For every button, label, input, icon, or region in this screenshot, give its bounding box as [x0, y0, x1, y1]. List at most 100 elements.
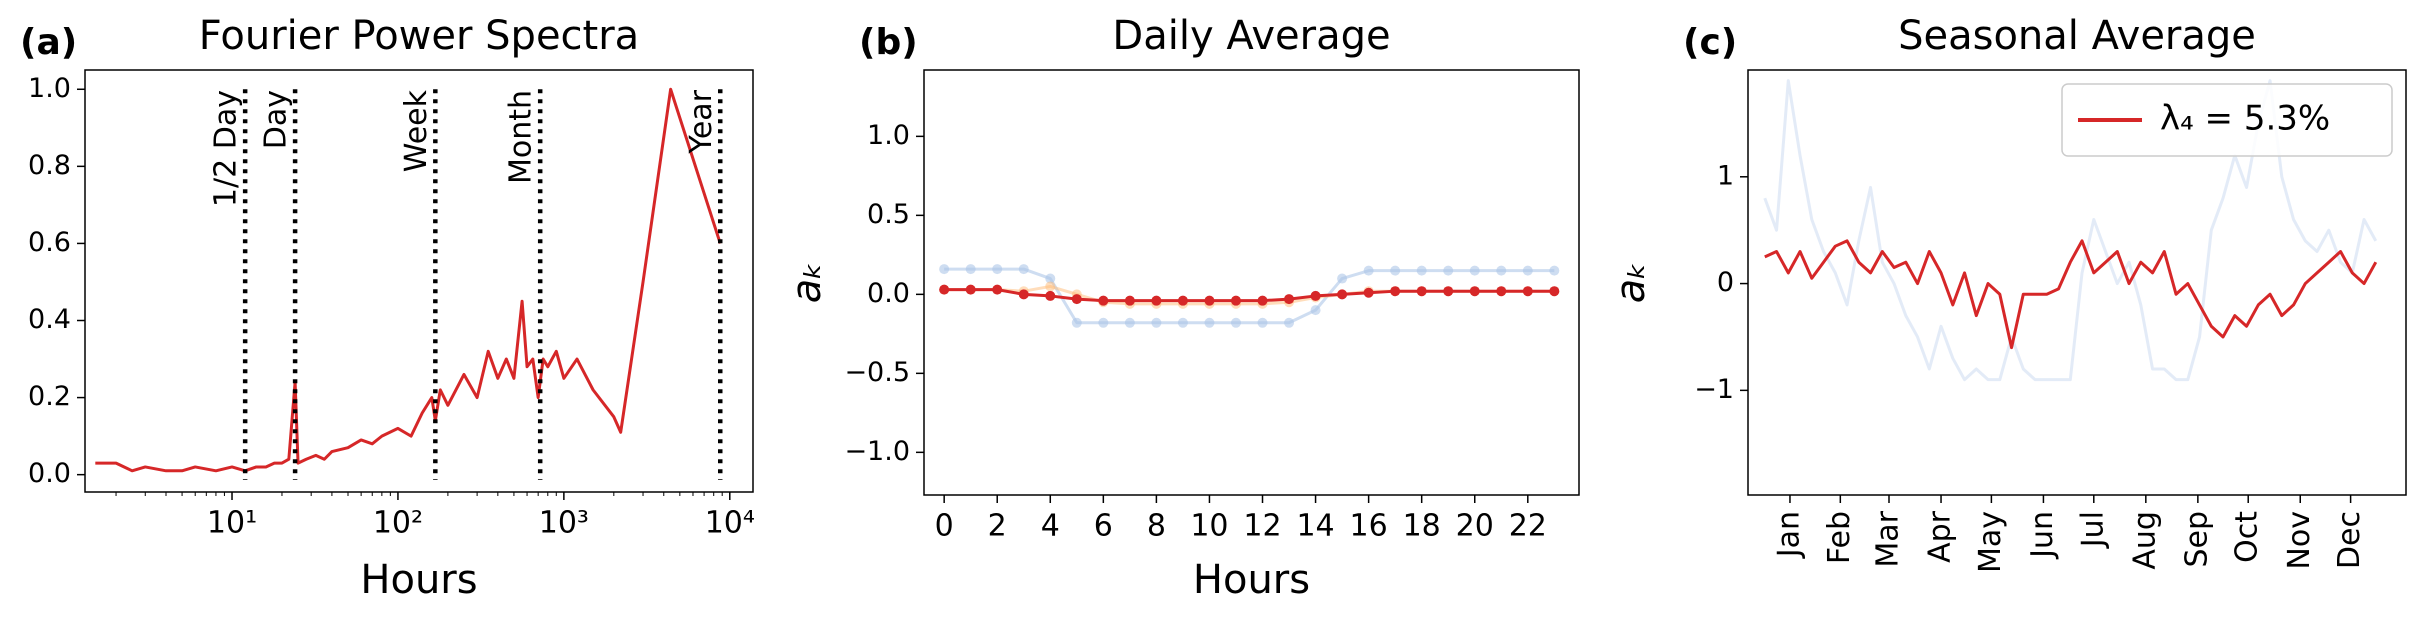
y-tick-label: 0.5 [867, 199, 910, 230]
series-marker [1310, 305, 1321, 316]
x-tick-label: Dec [2332, 511, 2367, 569]
reference-label: Year [684, 89, 719, 154]
y-tick-label: 0 [1717, 267, 1734, 298]
x-tick-label: 4 [1041, 509, 1060, 544]
x-tick-label: Jul [2075, 511, 2110, 549]
series-marker [1204, 295, 1215, 306]
series-marker [1257, 317, 1268, 328]
legend-box [2061, 83, 2393, 157]
x-tick-label: 22 [1509, 509, 1547, 544]
x-tick-label: 10 [1190, 509, 1228, 544]
series-marker [1045, 290, 1056, 301]
x-axis-label: Hours [360, 557, 477, 603]
series-marker [1204, 317, 1215, 328]
axes-frame [84, 69, 754, 493]
series-marker [1443, 265, 1454, 276]
series-line [95, 87, 722, 473]
y-tick-label: 1.0 [867, 120, 910, 151]
y-tick-label: 1 [1717, 160, 1734, 191]
x-tick-label: 10² [373, 506, 423, 541]
x-tick-label: May [1973, 511, 2008, 573]
panel: 0.0 0.2 0.4 0.6 0.8 1.0 10¹ 10² 10³ 10⁴ 1/2 Day Day… [20, 13, 755, 603]
x-tick-label: 10⁴ [705, 506, 755, 541]
y-tick-label: 0.0 [28, 458, 71, 489]
chart-title: Fourier Power Spectra [199, 13, 639, 59]
y-axis-label: aₖ [784, 262, 830, 304]
x-tick-label: 8 [1147, 509, 1166, 544]
series-marker [1098, 295, 1109, 306]
series-marker [992, 264, 1003, 275]
series-marker [1018, 264, 1029, 275]
panel-label: (b) [859, 22, 918, 63]
series-marker [1496, 265, 1507, 276]
series-marker [1549, 265, 1560, 276]
x-tick-label: Sep [2179, 511, 2214, 568]
x-tick-label: 14 [1296, 509, 1334, 544]
series-marker [965, 264, 976, 275]
y-tick-label: 0.8 [28, 150, 71, 181]
series-marker [1071, 317, 1082, 328]
series-marker [1337, 273, 1348, 284]
y-tick-label: −1 [1694, 374, 1734, 405]
series-marker [1549, 286, 1560, 297]
y-axis-label: aₖ [1608, 262, 1654, 304]
series-marker [1151, 295, 1162, 306]
series-line [944, 288, 1555, 303]
x-tick-label: 18 [1403, 509, 1441, 544]
series-marker [1045, 273, 1056, 284]
series-marker [1124, 317, 1135, 328]
series-marker [1363, 287, 1374, 298]
series-marker [1284, 317, 1295, 328]
legend-label: λ₄ = 5.3% [2160, 99, 2330, 139]
series-marker [965, 284, 976, 295]
panel-label: (c) [1683, 22, 1737, 63]
x-tick-label: Mar [1871, 510, 1906, 567]
x-tick-label: Oct [2230, 511, 2265, 563]
series-marker [1018, 289, 1029, 300]
y-tick-label: 0.2 [28, 381, 71, 412]
series-marker [1363, 265, 1374, 276]
series-marker [1151, 317, 1162, 328]
x-axis-label: Hours [1193, 557, 1310, 603]
series-marker [1257, 295, 1268, 306]
x-tick-label: 12 [1243, 509, 1281, 544]
y-tick-label: 1.0 [28, 73, 71, 104]
plot-area [95, 87, 722, 473]
axes-frame [923, 69, 1580, 496]
series-marker [992, 284, 1003, 295]
x-tick-label: Nov [2282, 511, 2317, 570]
x-tick-label: Jan [1771, 511, 1806, 559]
x-tick-label: Apr [1923, 510, 1958, 563]
reference-label: Month [504, 90, 539, 184]
series-marker [1284, 294, 1295, 305]
series-line [1764, 239, 2378, 350]
x-tick-label: Jun [2025, 511, 2060, 560]
x-tick-label: 0 [935, 509, 954, 544]
panel: −1 0 1 Jan Feb Mar Apr May Jun Jul Aug Sep Oct Nov Dec… [1608, 13, 2407, 573]
y-tick-label: 0.0 [867, 278, 910, 309]
x-tick-label: 10³ [539, 506, 589, 541]
series-marker [1496, 286, 1507, 297]
series-marker [1416, 286, 1427, 297]
x-tick-label: 2 [988, 509, 1007, 544]
plot-area [939, 264, 1560, 328]
series-marker [1390, 265, 1401, 276]
x-tick-label: Feb [1822, 511, 1857, 564]
x-tick-label: 16 [1350, 509, 1388, 544]
series-marker [1337, 289, 1348, 300]
series-marker [1230, 295, 1241, 306]
series-marker [939, 284, 950, 295]
series-marker [1098, 317, 1109, 328]
x-tick-label: 10¹ [207, 506, 257, 541]
y-tick-label: 0.6 [28, 227, 71, 258]
series-marker [1390, 286, 1401, 297]
series-marker [939, 264, 950, 275]
axes-frame [1747, 69, 2407, 496]
reference-label: Day [259, 90, 294, 149]
series-marker [1230, 317, 1241, 328]
x-tick-label: 6 [1094, 509, 1113, 544]
panel: −1.0 −0.5 0.0 0.5 1.0 0 2 4 6 8 10 12 14 16 18 20 22 Dail… [784, 13, 1580, 603]
series-marker [1522, 286, 1533, 297]
series-marker [1469, 286, 1480, 297]
y-tick-label: −0.5 [844, 357, 910, 388]
